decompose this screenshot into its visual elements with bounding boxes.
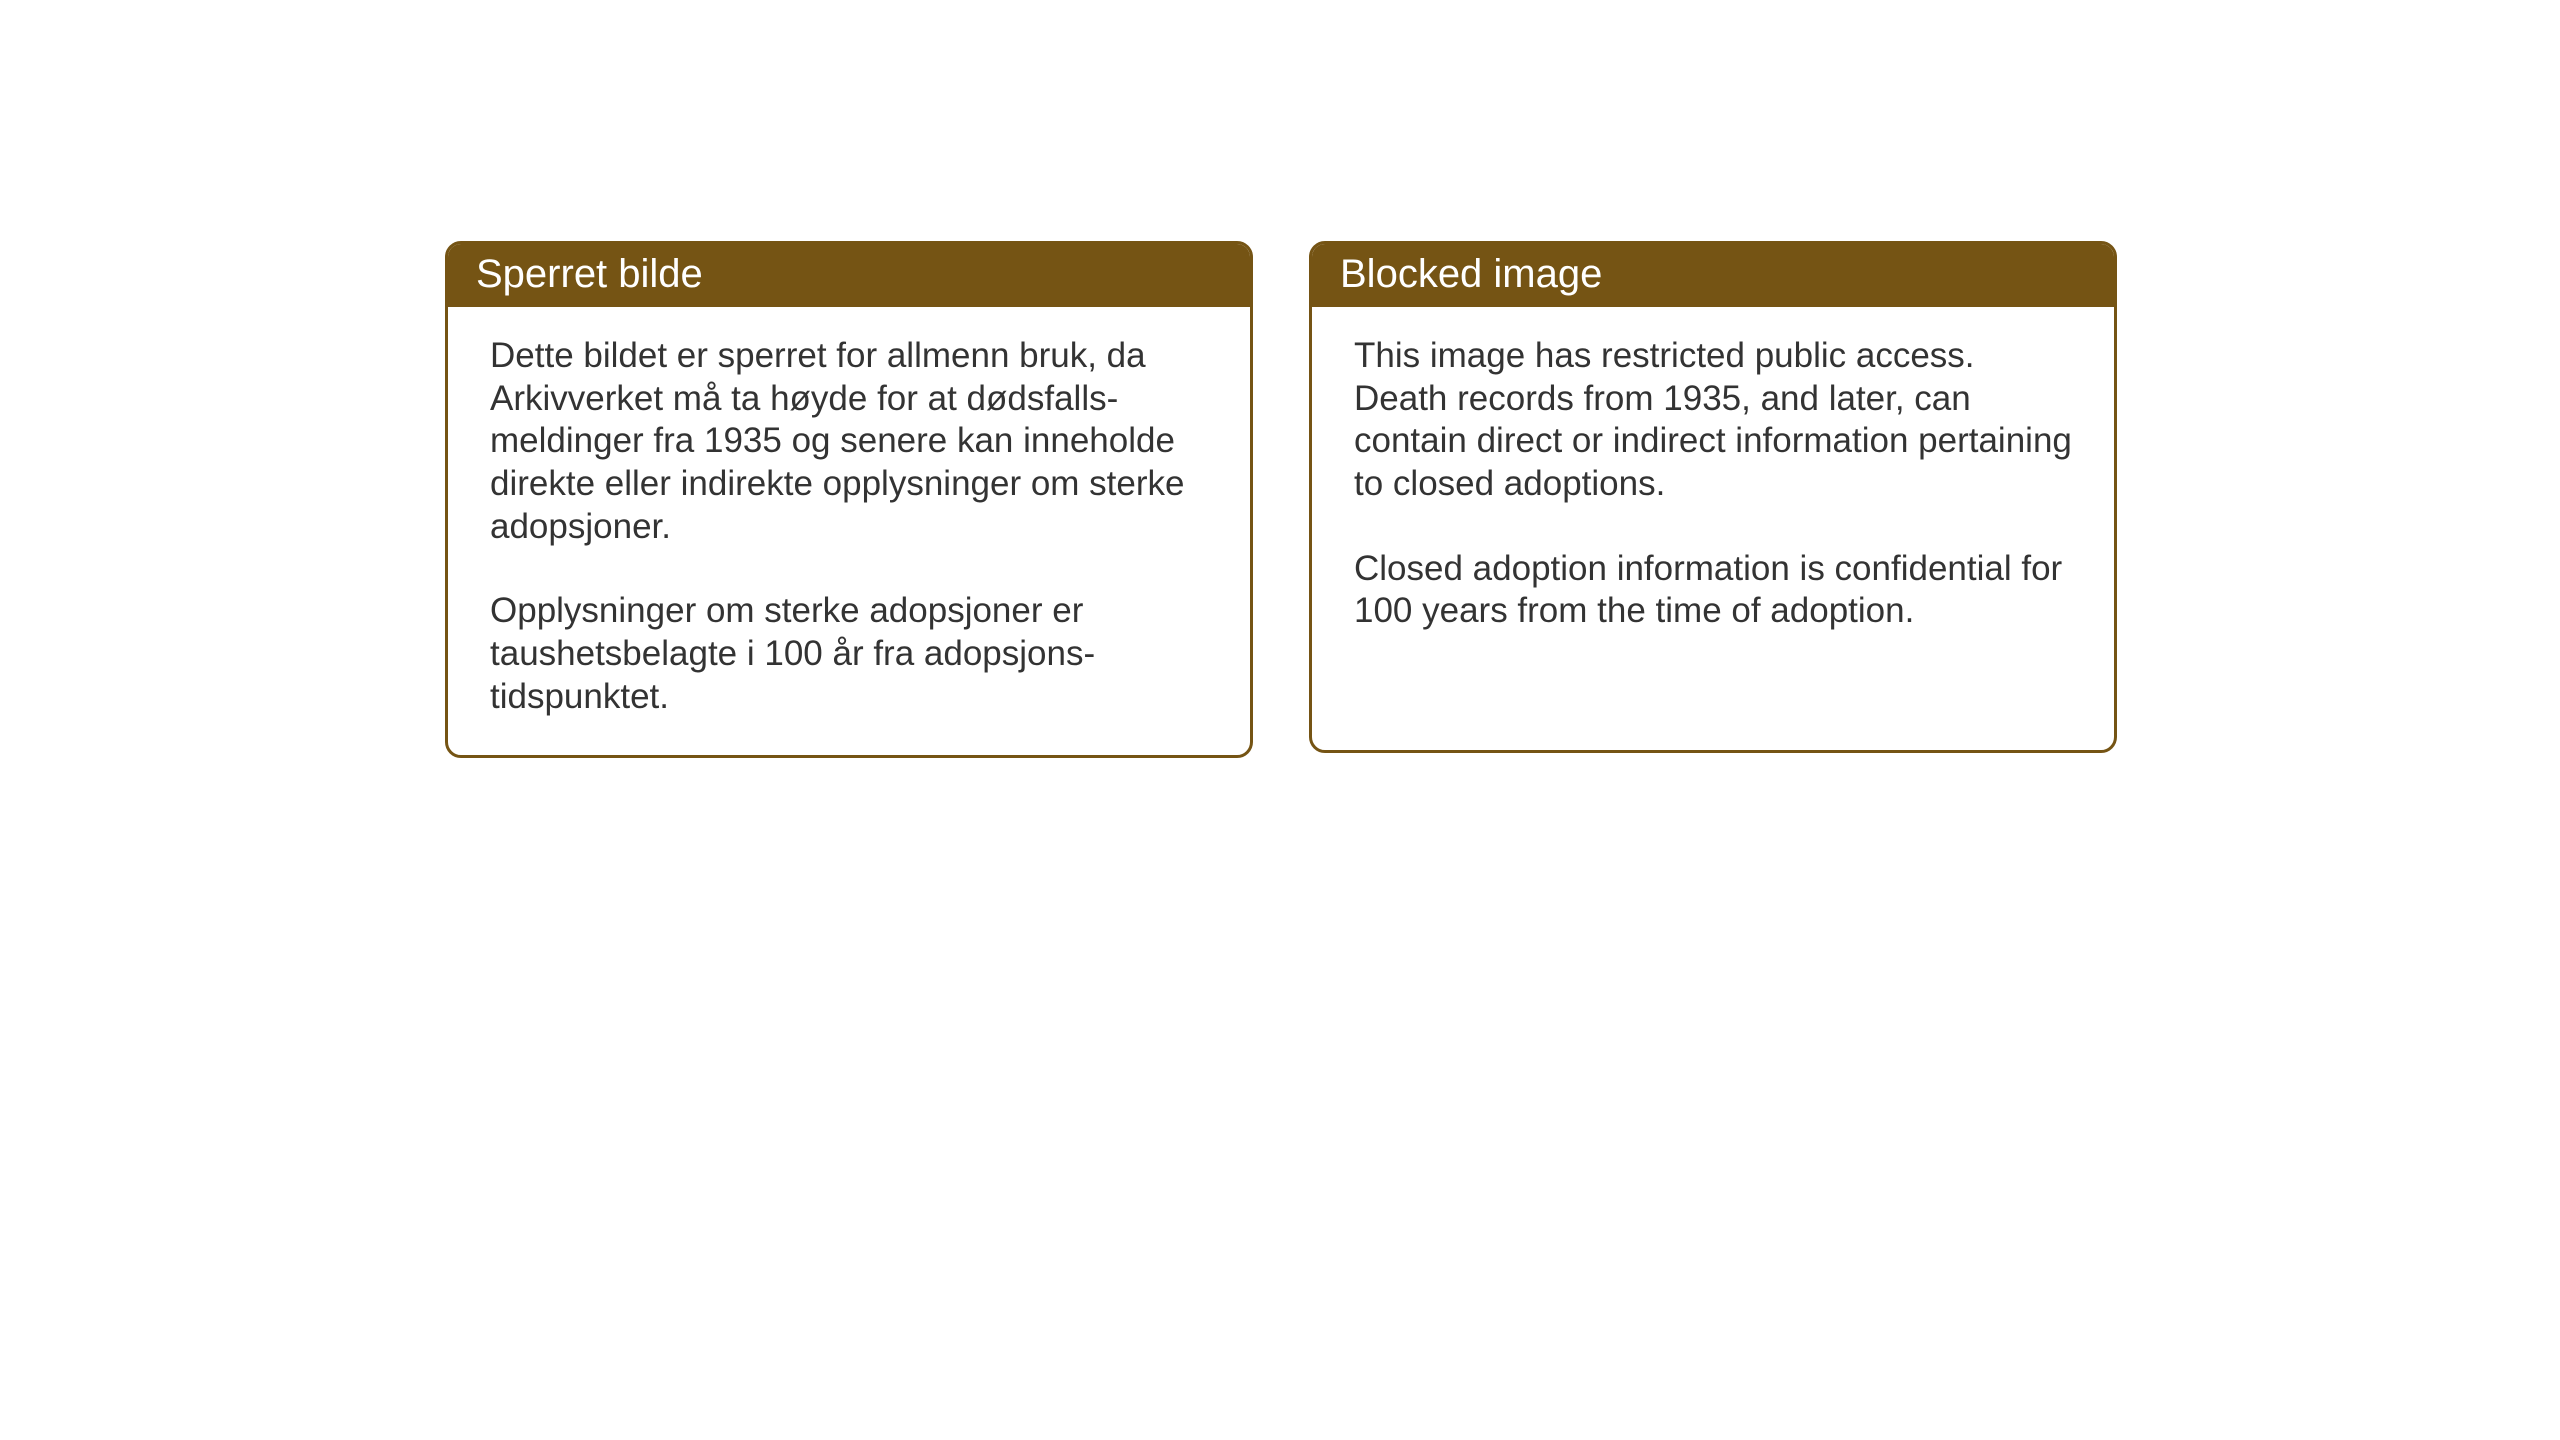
paragraph-text: Opplysninger om sterke adopsjoner er tau… xyxy=(490,590,1208,718)
card-body-english: This image has restricted public access.… xyxy=(1312,307,2114,669)
notice-card-english: Blocked image This image has restricted … xyxy=(1309,241,2117,753)
notice-container: Sperret bilde Dette bildet er sperret fo… xyxy=(445,241,2117,758)
card-header-norwegian: Sperret bilde xyxy=(448,244,1250,307)
paragraph-text: This image has restricted public access.… xyxy=(1354,335,2072,506)
paragraph-text: Closed adoption information is confident… xyxy=(1354,548,2072,633)
card-body-norwegian: Dette bildet er sperret for allmenn bruk… xyxy=(448,307,1250,755)
card-header-english: Blocked image xyxy=(1312,244,2114,307)
notice-card-norwegian: Sperret bilde Dette bildet er sperret fo… xyxy=(445,241,1253,758)
paragraph-text: Dette bildet er sperret for allmenn bruk… xyxy=(490,335,1208,548)
